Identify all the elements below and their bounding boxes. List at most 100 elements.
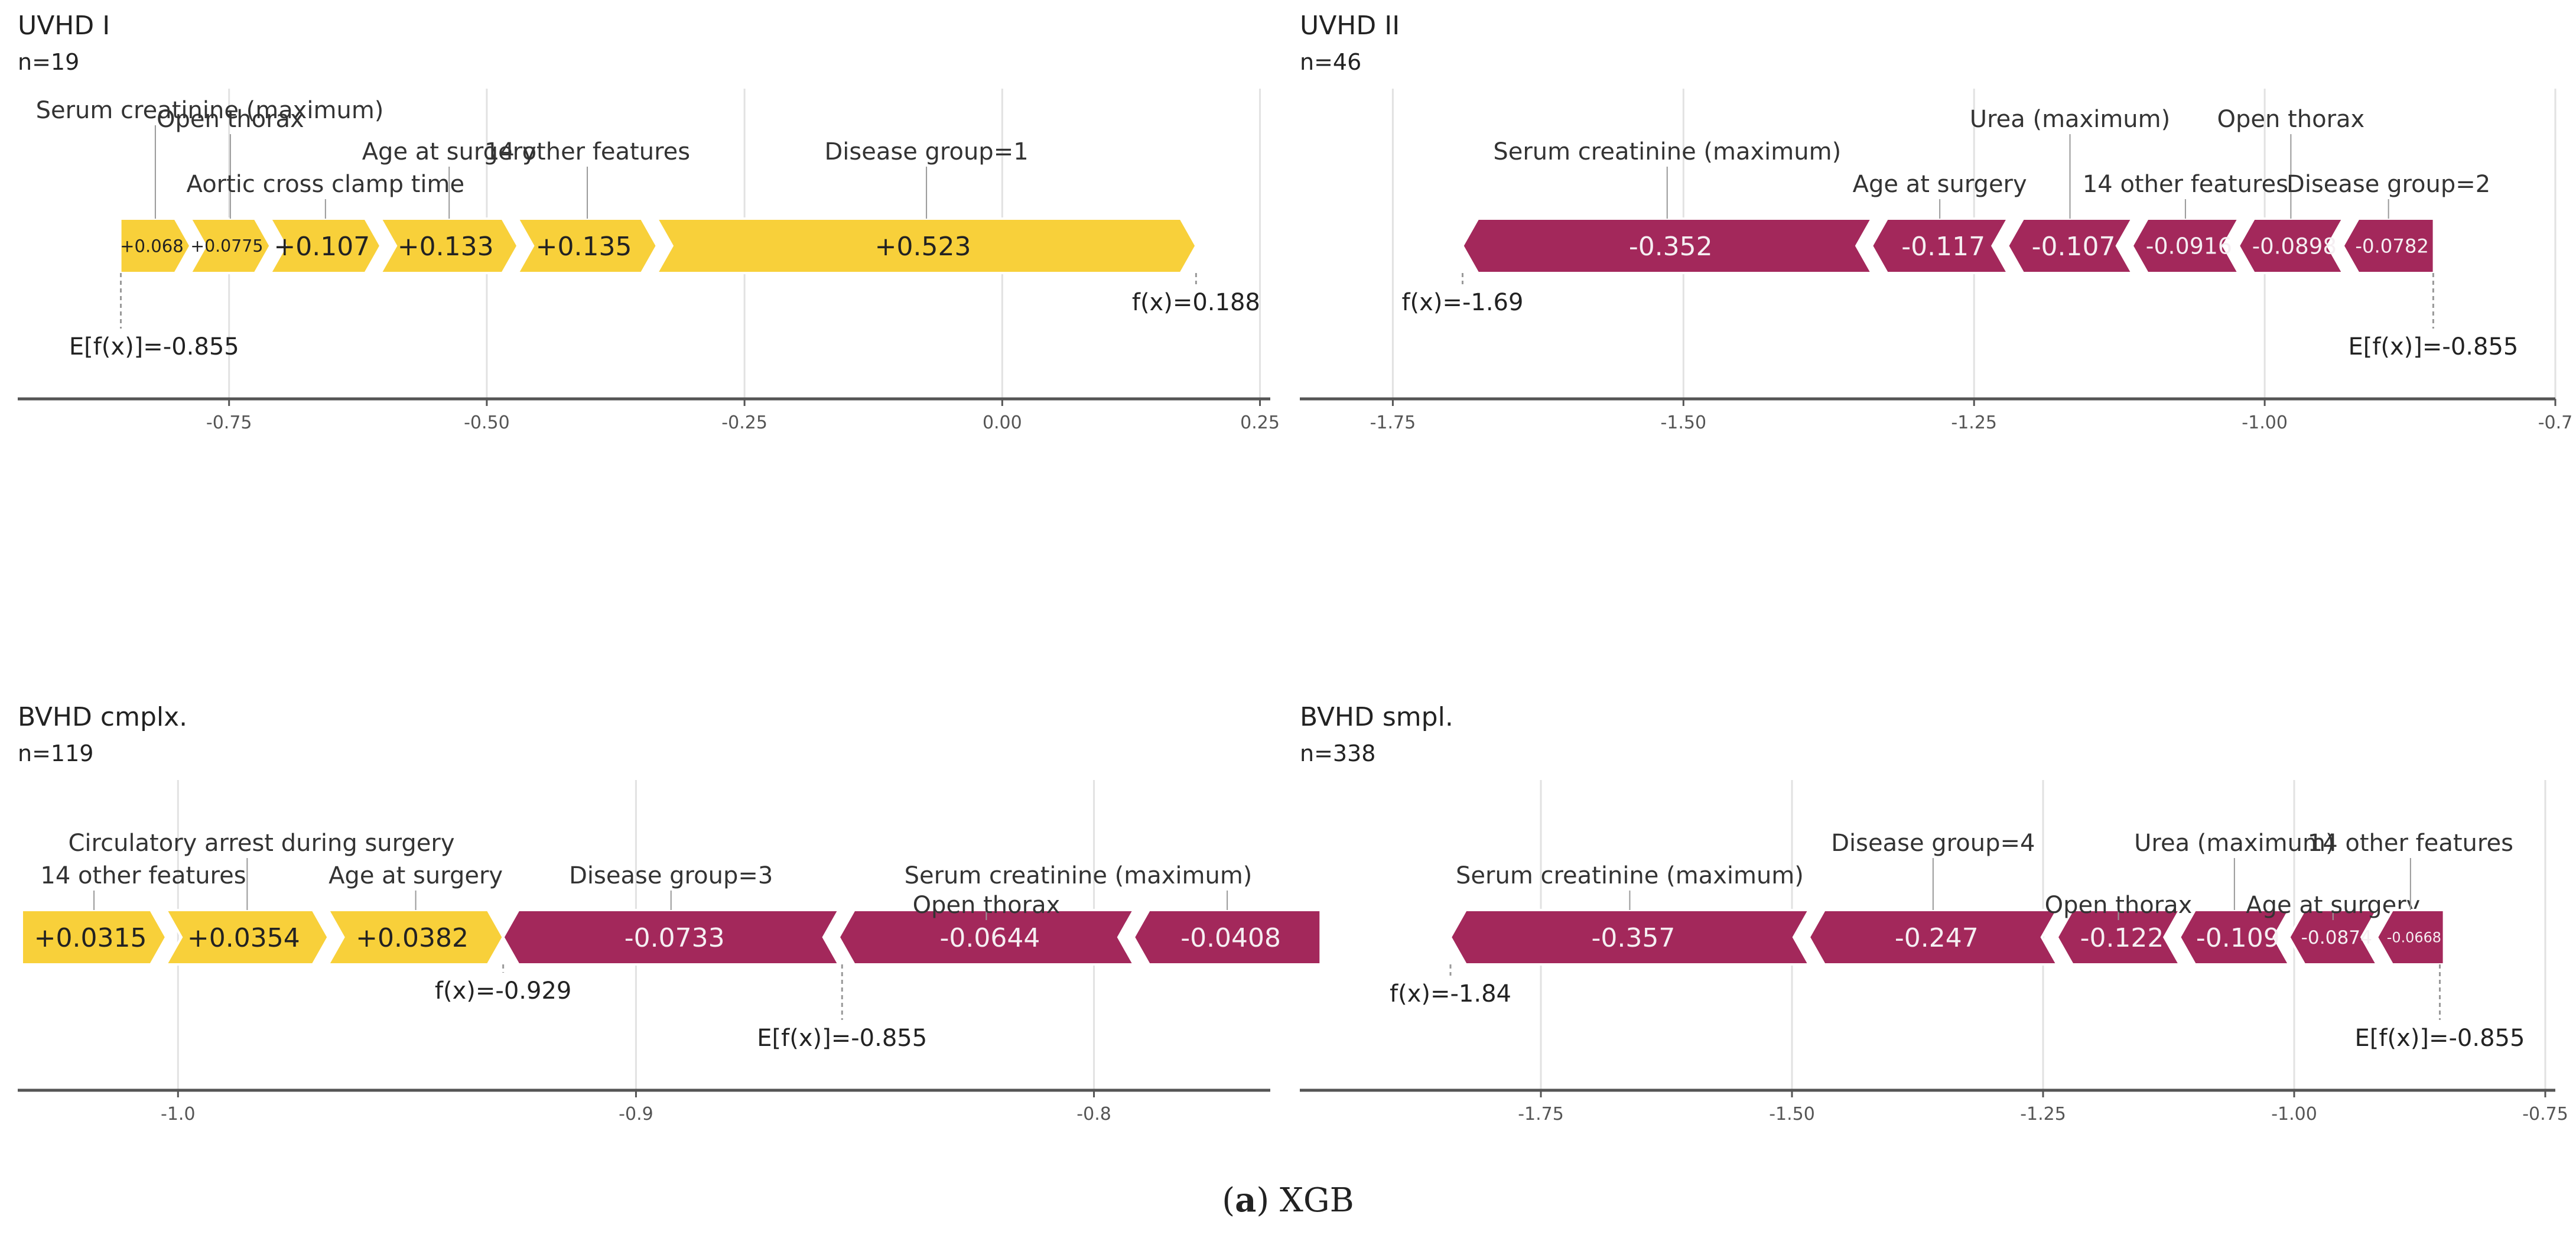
feature-name-label: Serum creatinine (maximum) xyxy=(1493,138,1841,165)
panel-sample-size: n=119 xyxy=(18,740,93,766)
feature-name-label: Aortic cross clamp time xyxy=(187,171,465,198)
feature-name-label: 14 other features xyxy=(40,862,246,889)
positive-contribution-bar xyxy=(515,217,659,274)
negative-contribution-bar xyxy=(2341,217,2435,274)
panel-title: BVHD smpl. xyxy=(1300,702,1453,732)
contribution-value-label: -0.107 xyxy=(2032,232,2116,262)
base-value-label: E[f(x)]=-0.855 xyxy=(2355,1025,2525,1052)
negative-contribution-bar xyxy=(1132,909,1322,966)
positive-contribution-bar xyxy=(268,217,382,274)
negative-contribution-bar xyxy=(837,909,1136,966)
feature-name-label: Urea (maximum) xyxy=(2134,830,2334,857)
tick-label: -0.50 xyxy=(464,412,510,433)
panel-sample-size: n=338 xyxy=(1300,740,1375,766)
panel-title: BVHD cmplx. xyxy=(18,702,187,732)
base-value-label: E[f(x)]=-0.855 xyxy=(69,333,239,360)
tick-label: -1.25 xyxy=(1951,412,1997,433)
feature-name-label: Open thorax xyxy=(157,106,304,133)
positive-contribution-bar xyxy=(164,909,330,966)
feature-name-label: Age at surgery xyxy=(1853,171,2027,198)
panel-sample-size: n=19 xyxy=(18,49,79,75)
negative-contribution-bar xyxy=(2178,909,2291,966)
panel-title: UVHD II xyxy=(1300,11,1400,41)
contribution-value-label: +0.0775 xyxy=(190,236,263,256)
tick-label: -1.00 xyxy=(2271,1104,2317,1125)
negative-contribution-bar xyxy=(2131,217,2241,274)
output-value-label: f(x)=-0.929 xyxy=(435,977,571,1005)
feature-name-label: Serum creatinine (maximum) xyxy=(905,862,1253,889)
contribution-value-label: -0.122 xyxy=(2080,923,2164,953)
feature-name-label: 14 other features xyxy=(484,138,690,165)
force-panel-2: UVHD II n=46 -1.75 -1.50 -1.25 -1.00 -0.7 -0.35… xyxy=(1300,11,2572,433)
output-value-label: f(x)=0.188 xyxy=(1132,289,1260,316)
positive-contribution-bar xyxy=(188,217,272,274)
negative-contribution-bar xyxy=(2006,217,2135,274)
feature-name-label: Serum creatinine (maximum) xyxy=(36,97,384,124)
feature-name-label: Open thorax xyxy=(913,892,1061,919)
positive-contribution-bar xyxy=(119,217,192,274)
contribution-value-label: -0.0644 xyxy=(939,923,1040,953)
tick-label: -1.75 xyxy=(1518,1104,1564,1125)
output-value-label: f(x)=-1.84 xyxy=(1390,980,1511,1008)
tick-label: -0.7 xyxy=(2538,412,2573,433)
contribution-value-label: -0.0782 xyxy=(2355,235,2429,258)
feature-name-label: Disease group=3 xyxy=(569,862,773,889)
tick-label: 0.25 xyxy=(1240,412,1280,433)
force-panel-4: BVHD smpl. n=338 -1.75 -1.50 -1.25 -1.00 -0.75… xyxy=(1300,702,2568,1125)
negative-contribution-bar xyxy=(1870,217,2010,274)
contribution-value-label: +0.0315 xyxy=(34,923,147,953)
negative-contribution-bar xyxy=(1449,909,1811,966)
negative-contribution-bar xyxy=(2055,909,2182,966)
contribution-value-label: -0.0874 xyxy=(2301,927,2372,948)
tick-label: -1.25 xyxy=(2020,1104,2066,1125)
base-value-label: E[f(x)]=-0.855 xyxy=(2348,333,2518,360)
contribution-value-label: -0.0916 xyxy=(2146,233,2232,259)
feature-name-label: Disease group=4 xyxy=(1831,830,2035,857)
feature-name-label: Disease group=1 xyxy=(824,138,1028,165)
contribution-value-label: -0.0668 xyxy=(2387,930,2441,946)
negative-contribution-bar xyxy=(2288,909,2379,966)
contribution-value-label: +0.0382 xyxy=(356,923,469,953)
force-plot-panels: UVHD I n=19 -0.75 -0.50 -0.25 0.00 0.25 +0.068 S… xyxy=(18,11,2572,1125)
contribution-value-label: -0.0733 xyxy=(625,923,725,953)
feature-name-label: Age at surgery xyxy=(328,862,503,889)
output-value-label: f(x)=-1.69 xyxy=(1401,289,1523,316)
tick-label: -1.0 xyxy=(161,1104,196,1125)
tick-label: -1.00 xyxy=(2242,412,2288,433)
feature-name-label: 14 other features xyxy=(2308,830,2513,857)
positive-contribution-bar xyxy=(655,217,1198,274)
contribution-value-label: -0.0898 xyxy=(2252,233,2337,259)
contribution-value-label: -0.0408 xyxy=(1180,923,1281,953)
contribution-value-label: +0.135 xyxy=(536,232,632,262)
contribution-value-label: +0.107 xyxy=(274,232,370,262)
tick-label: -0.8 xyxy=(1076,1104,1111,1125)
negative-contribution-bar xyxy=(1461,217,1874,274)
feature-name-label: Open thorax xyxy=(2217,106,2365,133)
contribution-value-label: -0.357 xyxy=(1592,923,1676,953)
caption-text: ) XGB xyxy=(1256,1181,1354,1220)
contribution-value-label: -0.109 xyxy=(2196,923,2280,953)
panel-title: UVHD I xyxy=(18,11,110,41)
contribution-value-label: -0.247 xyxy=(1895,923,1979,953)
tick-label: -1.50 xyxy=(1769,1104,1815,1125)
caption-label: a xyxy=(1235,1181,1256,1220)
feature-name-label: Age at surgery xyxy=(362,138,536,165)
contribution-value-label: +0.133 xyxy=(398,232,494,262)
contribution-value-label: +0.523 xyxy=(875,232,971,262)
figure-caption: (a) XGB xyxy=(1222,1181,1354,1220)
positive-contribution-bar xyxy=(378,217,519,274)
contribution-value-label: -0.117 xyxy=(1901,232,1985,262)
negative-contribution-bar xyxy=(2237,217,2346,274)
feature-name-label: Urea (maximum) xyxy=(1970,106,2170,133)
tick-label: -1.75 xyxy=(1370,412,1416,433)
tick-label: -0.9 xyxy=(619,1104,653,1125)
positive-contribution-bar xyxy=(326,909,505,966)
force-panel-1: UVHD I n=19 -0.75 -0.50 -0.25 0.00 0.25 +0.068 S… xyxy=(18,11,1280,433)
tick-label: 0.00 xyxy=(983,412,1022,433)
negative-contribution-bar xyxy=(1807,909,2060,966)
feature-name-label: Serum creatinine (maximum) xyxy=(1456,862,1804,889)
contribution-value-label: +0.068 xyxy=(120,236,184,256)
feature-name-label: Circulatory arrest during surgery xyxy=(68,830,454,857)
tick-label: -0.25 xyxy=(721,412,767,433)
